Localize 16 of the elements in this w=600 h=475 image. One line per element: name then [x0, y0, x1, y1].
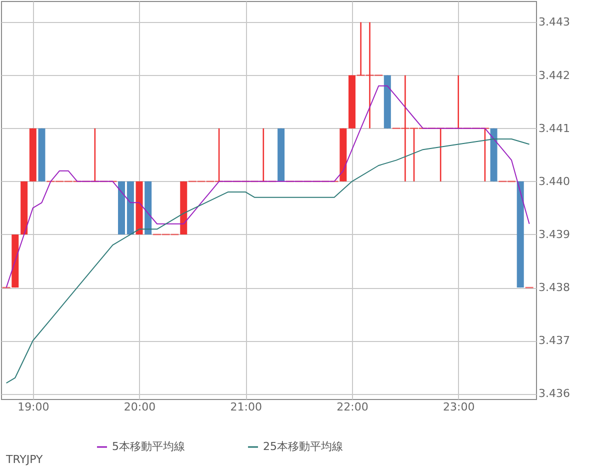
y-tick-label: 3.441	[538, 122, 570, 135]
legend-label: 5本移動平均線	[112, 440, 185, 453]
x-tick-label: 22:00	[336, 400, 368, 414]
y-tick-label: 3.436	[538, 387, 570, 400]
x-tick-label: 23:00	[443, 400, 475, 414]
y-tick-label: 3.438	[538, 281, 570, 294]
y-tick-label: 3.439	[538, 228, 570, 241]
x-tick-label: 20:00	[124, 400, 156, 414]
y-tick-label: 3.437	[538, 334, 570, 348]
text: TRYJPY	[5, 453, 44, 466]
legend-label: 25本移動平均線	[263, 440, 343, 453]
y-tick-label: 3.442	[538, 68, 570, 82]
y-tick-label: 3.440	[538, 174, 570, 188]
y-tick-label: 3.443	[538, 16, 570, 29]
x-tick-label: 21:00	[230, 400, 262, 414]
x-tick-label: 19:00	[18, 400, 50, 414]
